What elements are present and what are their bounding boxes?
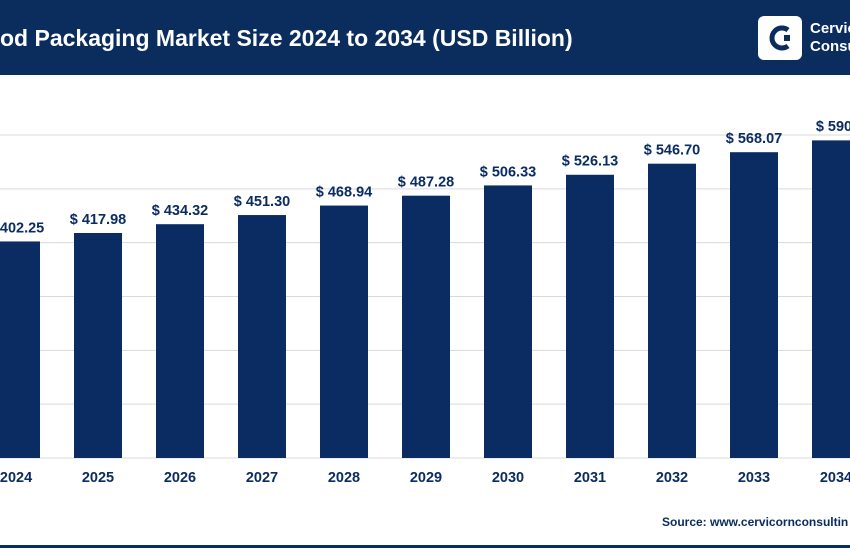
x-tick-label: 2031 — [574, 470, 606, 486]
x-tick-label: 2033 — [738, 470, 770, 486]
value-label: $ 468.94 — [316, 184, 372, 200]
value-label: $ 434.32 — [152, 203, 208, 219]
footer-line — [0, 545, 850, 548]
x-tick-label: 2028 — [328, 470, 360, 486]
logo-text: Cervic — [810, 20, 850, 37]
bar — [648, 163, 696, 458]
bar — [402, 195, 450, 458]
x-tick-label: 2029 — [410, 470, 442, 486]
source: Source: www.cervicornconsultin — [662, 515, 848, 529]
bar — [812, 140, 850, 458]
value-label: $ 506.33 — [480, 164, 536, 180]
value-label: $ 546.70 — [644, 143, 700, 159]
x-tick-label: 2024 — [0, 470, 32, 486]
logo-box — [758, 16, 802, 60]
chart-title: od Packaging Market Size 2024 to 2034 (U… — [0, 25, 573, 51]
bar — [484, 185, 532, 458]
x-tick-label: 2026 — [164, 470, 196, 486]
bar — [74, 232, 122, 458]
plot: $ 402.25 2024 $ 417.98 2025 $ 434.32 2026 $ 45… — [0, 119, 850, 486]
bar — [566, 174, 614, 459]
logo-icon — [769, 25, 790, 51]
x-tick-label: 2025 — [82, 470, 114, 486]
value-label: $ 568.07 — [726, 131, 782, 147]
x-tick-label: 2030 — [492, 470, 524, 486]
bar — [238, 215, 286, 458]
logo: Cervic Consu — [758, 16, 850, 60]
bar — [0, 241, 40, 458]
bar — [730, 152, 778, 459]
x-tick-label: 2032 — [656, 470, 688, 486]
x-tick-label: 2027 — [246, 470, 278, 486]
value-label: $ 487.28 — [398, 175, 454, 191]
value-label: $ 417.98 — [70, 212, 126, 228]
value-label: $ 402.25 — [0, 220, 44, 236]
x-tick-label: 2034 — [820, 470, 850, 486]
logo-text: Consu — [810, 38, 850, 55]
value-label: $ 451.30 — [234, 194, 290, 210]
bar — [320, 205, 368, 458]
value-label: $ 590. — [816, 119, 850, 135]
value-label: $ 526.13 — [562, 154, 618, 170]
header-band — [0, 0, 850, 75]
logo-dot — [784, 35, 790, 41]
bar — [156, 224, 204, 458]
